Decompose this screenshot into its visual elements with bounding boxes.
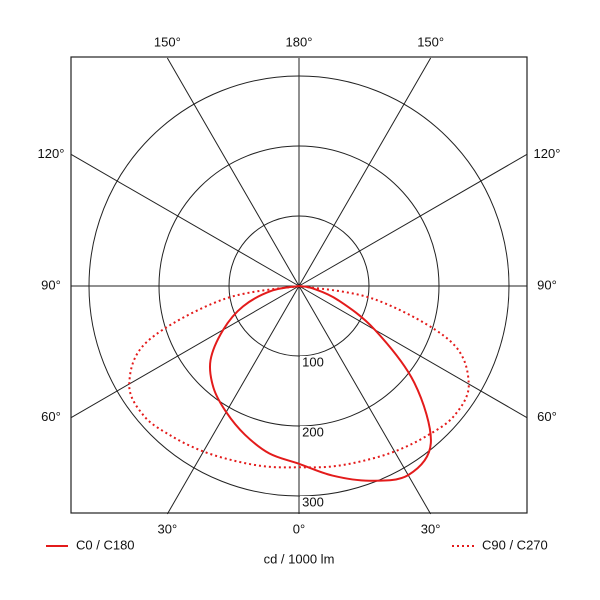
angle-label: 60° — [41, 409, 61, 424]
ring-label-bg — [300, 496, 326, 510]
angle-label: 180° — [286, 34, 313, 49]
spoke — [70, 153, 300, 287]
unit-label: cd / 1000 lm — [264, 551, 335, 566]
spoke — [70, 285, 300, 419]
angle-label: 150° — [417, 34, 444, 49]
spoke — [166, 285, 300, 515]
spoke — [298, 285, 528, 419]
angle-label: 90° — [537, 277, 557, 292]
ring-label: 200 — [302, 424, 324, 439]
angle-label: 120° — [38, 146, 65, 161]
ring-label-bg — [300, 356, 326, 370]
intensity-curve — [208, 285, 432, 482]
angle-label: 0° — [293, 521, 305, 536]
angle-label: 60° — [537, 409, 557, 424]
legend-label: C90 / C270 — [482, 537, 548, 552]
intensity-curve — [128, 285, 470, 469]
angle-label: 90° — [41, 277, 61, 292]
ring-label: 100 — [302, 354, 324, 369]
legend-label: C0 / C180 — [76, 537, 135, 552]
angle-label: 120° — [534, 146, 561, 161]
angle-label: 30° — [158, 521, 178, 536]
spoke — [298, 57, 432, 287]
spoke — [298, 153, 528, 287]
ring-label-bg — [300, 426, 326, 440]
angle-label: 30° — [421, 521, 441, 536]
ring-label: 300 — [302, 494, 324, 509]
spoke — [166, 57, 300, 287]
angle-label: 150° — [154, 34, 181, 49]
